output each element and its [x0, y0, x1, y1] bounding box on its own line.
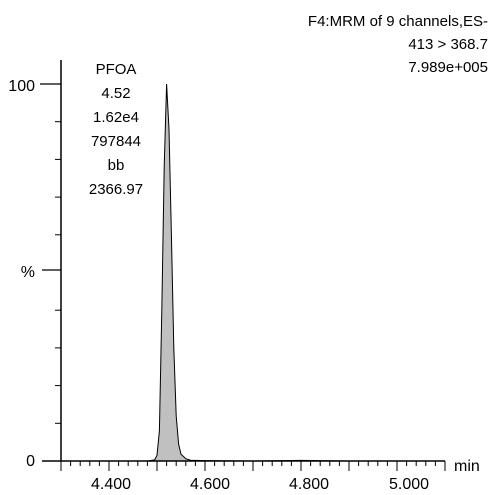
peak-label-name: PFOA: [96, 61, 137, 78]
y-axis-label: %: [21, 264, 35, 281]
y-tick-label-0: 0: [26, 453, 35, 470]
y-tick-label-100: 100: [8, 78, 35, 95]
peak-label-baseline: bb: [108, 157, 125, 174]
x-tick-label-4400: 4.400: [91, 476, 131, 493]
header-line-1: F4:MRM of 9 channels,ES-: [308, 13, 488, 30]
x-ticks: [60, 461, 446, 471]
x-axis-label: min: [454, 458, 480, 475]
header-line-3: 7.989e+005: [408, 59, 488, 76]
peak-label-height: 1.62e4: [93, 109, 139, 126]
peak-annotation: PFOA 4.52 1.62e4 797844 bb 2366.97: [89, 61, 143, 198]
x-tick-label-4800: 4.800: [289, 476, 329, 493]
y-minor-ticks: [55, 121, 61, 424]
peak-label-area: 797844: [91, 133, 141, 150]
peak-label-sn: 2366.97: [89, 181, 143, 198]
header-line-2: 413 > 368.7: [408, 36, 488, 53]
x-tick-label-4600: 4.600: [190, 476, 230, 493]
x-tick-label-5000: 5.000: [389, 476, 429, 493]
peak-label-rt: 4.52: [101, 85, 130, 102]
